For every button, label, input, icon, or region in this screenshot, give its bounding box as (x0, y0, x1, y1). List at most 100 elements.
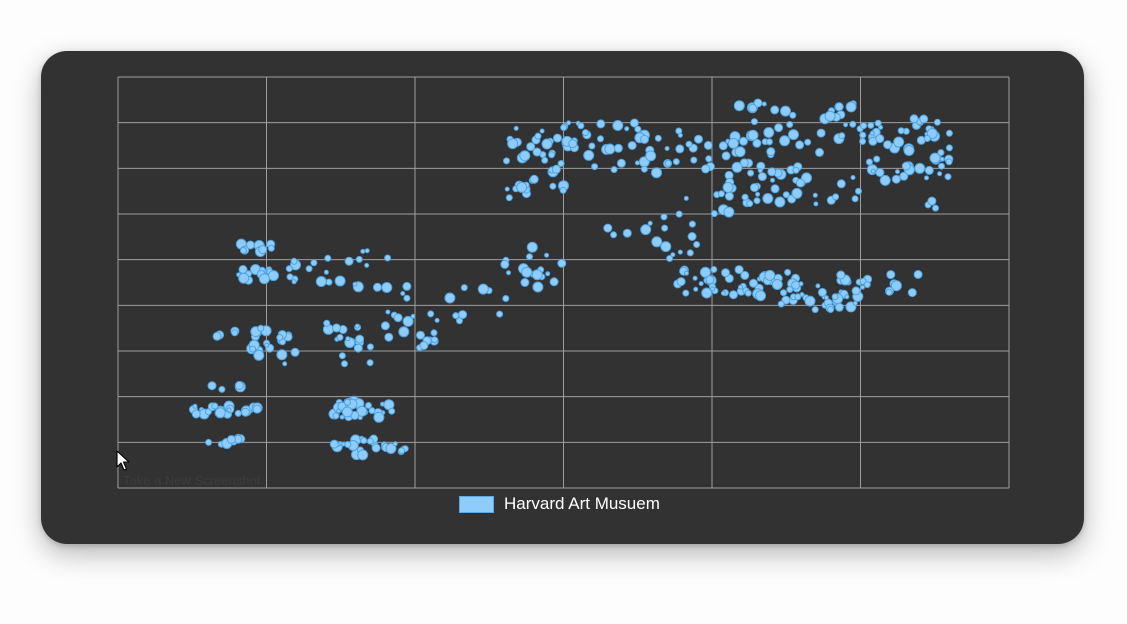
data-point[interactable] (907, 288, 917, 298)
data-point[interactable] (332, 412, 340, 420)
data-point[interactable] (724, 191, 734, 201)
data-point[interactable] (496, 310, 504, 318)
data-point[interactable] (933, 118, 941, 126)
data-point[interactable] (654, 134, 662, 142)
data-point[interactable] (860, 284, 865, 290)
data-point[interactable] (360, 248, 366, 254)
data-point[interactable] (384, 332, 394, 342)
data-point[interactable] (356, 405, 368, 417)
data-point[interactable] (770, 184, 780, 194)
data-point[interactable] (795, 140, 805, 150)
data-point[interactable] (622, 228, 632, 238)
data-point[interactable] (276, 334, 284, 341)
data-point[interactable] (559, 186, 567, 194)
data-point[interactable] (750, 118, 758, 126)
data-point[interactable] (740, 270, 750, 280)
data-point[interactable] (780, 289, 787, 297)
data-point[interactable] (886, 270, 896, 280)
data-point[interactable] (763, 127, 775, 138)
data-point[interactable] (672, 158, 680, 166)
data-point[interactable] (710, 210, 718, 218)
data-point[interactable] (344, 398, 351, 406)
data-point[interactable] (845, 101, 857, 113)
data-point[interactable] (753, 98, 763, 108)
data-point[interactable] (753, 197, 761, 205)
data-point[interactable] (675, 210, 683, 218)
data-point[interactable] (813, 201, 819, 207)
data-point[interactable] (684, 270, 689, 276)
data-point[interactable] (757, 172, 767, 182)
data-point[interactable] (290, 347, 300, 357)
data-point[interactable] (410, 313, 416, 319)
data-point[interactable] (560, 124, 568, 132)
data-point[interactable] (234, 381, 244, 390)
data-point[interactable] (919, 114, 929, 124)
data-point[interactable] (744, 289, 752, 297)
data-point[interactable] (366, 437, 374, 445)
data-point[interactable] (360, 437, 368, 444)
data-point[interactable] (816, 128, 826, 138)
data-point[interactable] (844, 294, 850, 300)
data-point[interactable] (682, 289, 690, 297)
data-point[interactable] (603, 223, 613, 233)
data-point[interactable] (388, 407, 396, 415)
data-point[interactable] (901, 161, 911, 171)
data-point[interactable] (253, 349, 265, 361)
data-point[interactable] (226, 435, 236, 444)
data-point[interactable] (843, 122, 849, 128)
data-point[interactable] (895, 169, 900, 175)
data-point[interactable] (613, 143, 623, 153)
data-point[interactable] (258, 273, 270, 285)
data-point[interactable] (325, 278, 333, 286)
data-point[interactable] (832, 193, 840, 201)
data-point[interactable] (795, 178, 805, 188)
data-point[interactable] (324, 254, 332, 262)
data-point[interactable] (873, 155, 881, 163)
data-point[interactable] (710, 266, 718, 273)
data-point[interactable] (526, 241, 538, 253)
data-point[interactable] (893, 136, 905, 148)
data-point[interactable] (541, 156, 549, 164)
data-point[interactable] (899, 171, 909, 181)
data-point[interactable] (207, 381, 217, 391)
data-point[interactable] (698, 281, 704, 287)
data-point[interactable] (660, 213, 668, 221)
data-point[interactable] (532, 281, 544, 293)
data-point[interactable] (774, 196, 786, 208)
data-point[interactable] (944, 173, 952, 181)
data-point[interactable] (516, 181, 528, 193)
data-point[interactable] (400, 291, 406, 296)
data-point[interactable] (452, 312, 460, 320)
data-point[interactable] (310, 259, 318, 267)
data-point[interactable] (434, 317, 440, 323)
data-point[interactable] (192, 403, 198, 409)
data-point[interactable] (834, 102, 844, 112)
data-point[interactable] (865, 158, 873, 166)
data-point[interactable] (765, 138, 773, 146)
data-point[interactable] (734, 146, 746, 158)
data-point[interactable] (852, 300, 858, 306)
data-point[interactable] (683, 195, 689, 201)
data-point[interactable] (529, 174, 539, 184)
data-point[interactable] (685, 140, 693, 148)
data-point[interactable] (245, 240, 255, 250)
data-point[interactable] (717, 190, 725, 198)
data-point[interactable] (692, 275, 698, 281)
data-point[interactable] (282, 361, 288, 367)
data-point[interactable] (403, 294, 411, 302)
data-point[interactable] (526, 253, 533, 261)
data-point[interactable] (460, 284, 468, 292)
data-point[interactable] (381, 282, 393, 293)
data-point[interactable] (264, 342, 270, 348)
data-point[interactable] (380, 321, 390, 331)
data-point[interactable] (804, 138, 812, 146)
data-point[interactable] (553, 133, 562, 143)
data-point[interactable] (341, 406, 353, 418)
data-point[interactable] (721, 151, 731, 161)
data-point[interactable] (640, 224, 652, 236)
data-point[interactable] (721, 268, 730, 278)
data-point[interactable] (859, 131, 867, 139)
data-point[interactable] (568, 139, 578, 149)
data-point[interactable] (591, 163, 599, 171)
data-point[interactable] (612, 120, 624, 131)
